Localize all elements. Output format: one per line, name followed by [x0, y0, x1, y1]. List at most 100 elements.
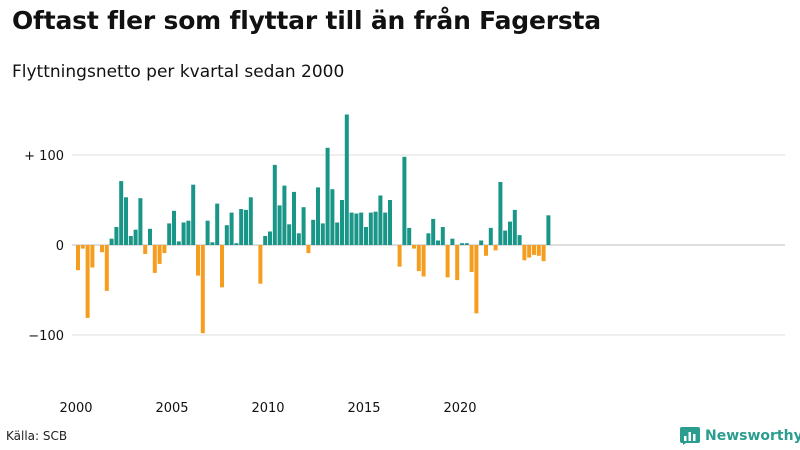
bar[interactable]	[119, 181, 124, 245]
bar[interactable]	[541, 245, 546, 262]
bar[interactable]	[407, 227, 412, 245]
bar[interactable]	[157, 245, 162, 264]
bar[interactable]	[402, 156, 407, 245]
bar[interactable]	[440, 227, 445, 245]
bar[interactable]	[296, 233, 301, 245]
bar[interactable]	[431, 218, 436, 245]
bar[interactable]	[330, 189, 335, 245]
bar[interactable]	[455, 245, 460, 281]
bar[interactable]	[220, 245, 224, 288]
bar[interactable]	[138, 198, 143, 245]
bar[interactable]	[512, 209, 517, 245]
bar[interactable]	[532, 245, 536, 255]
bar[interactable]	[148, 228, 152, 245]
bar[interactable]	[325, 147, 330, 245]
bar[interactable]	[292, 191, 296, 245]
bar[interactable]	[368, 212, 373, 245]
bar[interactable]	[172, 210, 176, 245]
bar[interactable]	[479, 240, 484, 246]
bar[interactable]	[364, 227, 368, 245]
bar[interactable]	[397, 245, 402, 267]
bar[interactable]	[378, 195, 383, 246]
bar[interactable]	[320, 223, 325, 245]
bar[interactable]	[109, 238, 114, 245]
bar[interactable]	[90, 245, 95, 268]
bar[interactable]	[359, 212, 364, 245]
bar[interactable]	[272, 164, 277, 245]
bar[interactable]	[527, 245, 532, 258]
bar[interactable]	[412, 245, 416, 249]
bar[interactable]	[340, 200, 344, 245]
y-tick-label: 0	[56, 239, 64, 254]
bar[interactable]	[210, 242, 215, 245]
bar[interactable]	[469, 245, 474, 272]
bar[interactable]	[234, 243, 239, 245]
bar[interactable]	[522, 245, 527, 261]
bar[interactable]	[248, 197, 253, 245]
bar[interactable]	[546, 215, 551, 245]
bar[interactable]	[344, 114, 349, 246]
bar[interactable]	[488, 227, 493, 245]
bar[interactable]	[421, 245, 426, 277]
bar[interactable]	[244, 209, 248, 245]
bar[interactable]	[474, 245, 479, 314]
bar[interactable]	[124, 197, 128, 245]
bar[interactable]	[104, 245, 109, 291]
bar[interactable]	[388, 200, 392, 245]
bar[interactable]	[277, 205, 282, 245]
bar[interactable]	[517, 235, 522, 245]
bar[interactable]	[162, 245, 167, 254]
bar[interactable]	[133, 229, 138, 245]
bar[interactable]	[191, 184, 196, 245]
bar[interactable]	[85, 245, 90, 318]
bar[interactable]	[287, 224, 292, 245]
bar[interactable]	[239, 209, 244, 245]
bar[interactable]	[508, 221, 512, 245]
brand-logo[interactable]: Newsworthy	[680, 427, 800, 445]
bar[interactable]	[436, 240, 440, 246]
bar[interactable]	[316, 187, 320, 245]
bar[interactable]	[450, 238, 455, 245]
bar[interactable]	[268, 231, 272, 246]
bar[interactable]	[426, 233, 431, 245]
bar[interactable]	[167, 223, 172, 245]
bar[interactable]	[186, 220, 191, 245]
bar[interactable]	[484, 245, 488, 256]
bar[interactable]	[200, 245, 205, 334]
bar[interactable]	[152, 245, 157, 273]
bar[interactable]	[349, 212, 354, 245]
bar[interactable]	[416, 245, 421, 272]
bar[interactable]	[205, 220, 210, 245]
bar[interactable]	[215, 203, 220, 245]
bar[interactable]	[460, 243, 464, 245]
bar[interactable]	[128, 236, 133, 245]
bar[interactable]	[445, 245, 450, 278]
bar[interactable]	[76, 245, 80, 271]
bar[interactable]	[181, 222, 186, 246]
bar[interactable]	[263, 236, 268, 245]
x-tick-label: 2010	[251, 401, 284, 416]
bar[interactable]	[354, 213, 359, 246]
bar[interactable]	[383, 212, 388, 245]
bar[interactable]	[282, 185, 287, 245]
bar[interactable]	[493, 245, 498, 251]
bar[interactable]	[196, 245, 200, 276]
bar[interactable]	[176, 241, 181, 245]
bar[interactable]	[258, 245, 263, 284]
bar[interactable]	[311, 219, 316, 245]
bar[interactable]	[373, 211, 378, 245]
bar[interactable]	[335, 222, 340, 246]
bar[interactable]	[114, 227, 119, 245]
bar[interactable]	[229, 212, 234, 245]
bar[interactable]	[143, 245, 148, 254]
bar[interactable]	[536, 245, 541, 256]
bar[interactable]	[224, 225, 229, 245]
bar[interactable]	[464, 243, 469, 245]
bar[interactable]	[306, 245, 311, 254]
bar[interactable]	[100, 245, 104, 253]
bar[interactable]	[498, 182, 503, 245]
bar[interactable]	[503, 230, 508, 245]
bar[interactable]	[80, 245, 85, 249]
bar[interactable]	[301, 207, 306, 245]
